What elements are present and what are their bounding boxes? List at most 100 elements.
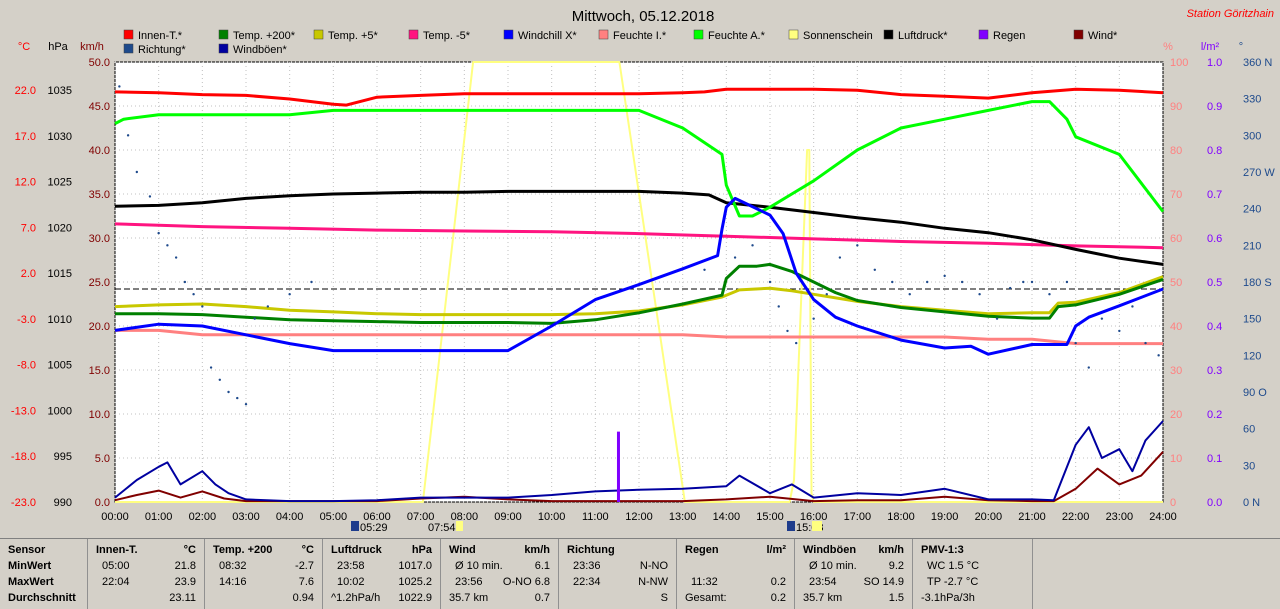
x-tick-label: 13:00	[669, 511, 697, 523]
direction-point	[978, 293, 981, 296]
rain-tick-label: 0.8	[1207, 145, 1222, 157]
direction-point	[1144, 341, 1147, 345]
pressure-tick-label: 1005	[48, 360, 72, 372]
legend-label: Windböen*	[233, 44, 288, 56]
stats-max-value: N-NW	[638, 576, 668, 588]
stats-average-label: 35.7 km	[449, 592, 489, 604]
humidity-tick-label: 100	[1170, 57, 1188, 69]
stats-title: PMV-1:3	[921, 544, 964, 556]
stats-max-time: 14:16	[219, 576, 247, 588]
temp-tick-label: 7.0	[21, 222, 36, 234]
stats-section: Innen-T. °C 05:00 21.8 22:04 23.9 23.11	[88, 539, 205, 609]
legend-label: Sonnenschein	[803, 30, 873, 42]
direction-point	[1030, 280, 1034, 284]
rain-tick-label: 1.0	[1207, 57, 1222, 69]
row-label-sensor: Sensor	[8, 544, 46, 556]
x-tick-label: 17:00	[844, 511, 872, 523]
stats-section: Luftdruck hPa 23:58 1017.0 10:02 1025.2 ^1.2hP…	[323, 539, 441, 609]
x-tick-label: 02:00	[189, 511, 217, 523]
x-tick-label: 08:00	[451, 511, 479, 523]
direction-point	[768, 280, 772, 284]
direction-tick-label: 180 S	[1243, 277, 1272, 289]
wind-tick-label: 45.0	[89, 101, 110, 113]
legend-label: Temp. -5*	[423, 30, 471, 42]
legend-swatch	[598, 29, 609, 40]
stats-section: Richtung 23:36 N-NO 22:34 N-NW S	[559, 539, 677, 609]
humidity-tick-label: 40	[1170, 321, 1182, 333]
legend-swatch	[408, 29, 419, 40]
legend-label: Innen-T.*	[138, 30, 183, 42]
series-line-6	[114, 196, 1164, 356]
stats-min-value: N-NO	[639, 560, 668, 572]
rain-tick-label: 0.1	[1207, 453, 1222, 465]
direction-point	[183, 280, 187, 284]
rain-tick-label: 0.3	[1207, 365, 1222, 377]
stats-max-time: 10:02	[337, 576, 365, 588]
stats-section: Temp. +200 °C 08:32 -2.7 14:16 7.6 0.94	[205, 539, 323, 609]
legend-swatch	[788, 29, 799, 40]
direction-tick-label: 150	[1243, 314, 1261, 326]
legend-label: Regen	[993, 30, 1025, 42]
stats-min-time: 05:00	[102, 560, 130, 572]
stats-max-time: 22:34	[573, 576, 601, 588]
stats-average-value: S	[660, 592, 668, 604]
legend-label: Richtung*	[138, 44, 186, 56]
humidity-tick-label: 30	[1170, 365, 1182, 377]
temp-tick-label: -18.0	[11, 451, 36, 463]
direction-point	[118, 85, 121, 88]
temp-tick-label: 2.0	[21, 268, 36, 280]
direction-point	[777, 305, 780, 308]
station-name: Station Göritzhain	[1187, 8, 1274, 20]
stats-max-time: 23:54	[809, 576, 837, 588]
legend-swatch	[218, 29, 229, 40]
stats-max-time: 22:04	[102, 576, 130, 588]
direction-point	[1074, 341, 1077, 345]
chart-title: Mittwoch, 05.12.2018	[572, 8, 715, 25]
series-line-4	[115, 262, 1164, 325]
wind-tick-label: 30.0	[89, 233, 110, 245]
stats-min-value: 6.1	[534, 560, 550, 572]
direction-point	[1065, 280, 1069, 284]
x-tick-label: 23:00	[1106, 511, 1134, 523]
series-line-2	[114, 222, 1164, 250]
rain-tick-label: 0.7	[1207, 189, 1222, 201]
stats-min-value: 21.8	[174, 560, 196, 572]
stats-average-value: 0.94	[292, 592, 314, 604]
legend-label: Windchill X*	[518, 30, 577, 42]
series-line-8	[115, 61, 1163, 503]
x-tick-label: 21:00	[1018, 511, 1046, 523]
direction-tick-label: 30	[1243, 460, 1255, 472]
rain-tick-label: 0.6	[1207, 233, 1222, 245]
direction-tick-label: 210	[1243, 240, 1261, 252]
series-line-0	[114, 189, 1164, 266]
stats-min-value: -2.7	[295, 560, 314, 572]
direction-point	[908, 293, 911, 296]
row-label-max: MaxWert	[8, 576, 54, 588]
legend: Innen-T.* Temp. +200* Temp. +5* Temp. -5* Wi…	[123, 29, 1118, 56]
x-tick-label: 22:00	[1062, 511, 1090, 523]
pressure-tick-label: 1010	[48, 314, 72, 326]
stats-max-value: SO 14.9	[863, 576, 904, 588]
x-tick-label: 14:00	[713, 511, 741, 523]
stats-min-time: 08:32	[219, 560, 247, 572]
x-tick-label: 19:00	[931, 511, 959, 523]
x-tick-label: 11:00	[582, 511, 609, 523]
stats-section: PMV-1:3 WC 1.5 °C TP -2.7 °C -3.1hPa/3h	[913, 539, 1033, 609]
series-line-7	[115, 328, 1163, 346]
wind-tick-label: 50.0	[89, 57, 110, 69]
legend-swatch	[883, 29, 894, 40]
sunset-icon	[787, 521, 795, 531]
wind-tick-label: 25.0	[89, 277, 110, 289]
stats-title: Richtung	[567, 544, 615, 556]
stats-max-value: 0.2	[770, 576, 786, 588]
temp-tick-label: 12.0	[15, 177, 36, 189]
humidity-tick-label: 60	[1170, 233, 1182, 245]
direction-tick-label: 0 N	[1243, 497, 1260, 509]
stats-max-time: 23:56	[455, 576, 483, 588]
legend-swatch	[123, 29, 134, 40]
sunrise-icon	[351, 521, 359, 531]
direction-point	[812, 317, 815, 320]
temp-tick-label: -23.0	[11, 497, 36, 509]
stats-max-time: TP -2.7 °C	[927, 576, 979, 588]
wind-unit: km/h	[80, 41, 104, 53]
